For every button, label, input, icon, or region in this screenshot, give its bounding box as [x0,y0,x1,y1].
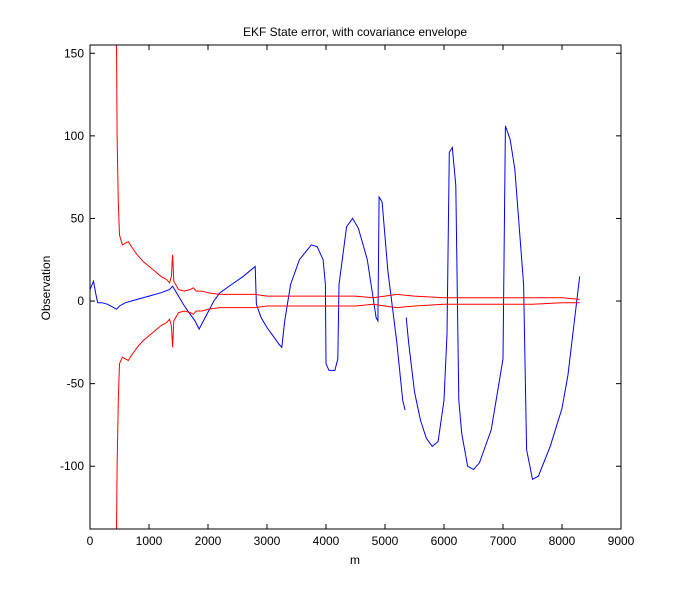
x-tick-label: 8000 [549,534,576,548]
y-axis-label: Observation [39,256,53,321]
y-tick-label: -100 [60,459,84,473]
y-tick-label: 100 [64,129,84,143]
x-tick-label: 5000 [372,534,399,548]
y-tick-label: 150 [64,46,84,60]
x-axis-label: m [350,553,360,567]
series-0-line-1 [405,125,581,481]
y-tick-label: -50 [67,377,85,391]
y-tick-label: 50 [71,211,85,225]
x-tick-label: 6000 [431,534,458,548]
x-tick-label: 4000 [313,534,340,548]
x-tick-label: 9000 [608,534,635,548]
series-0-line-0 [90,195,406,411]
chart-title: EKF State error, with covariance envelop… [243,25,467,39]
plot-area [90,45,581,529]
series-1-line-1 [116,302,580,529]
axes-box [89,44,622,530]
y-tick-label: 0 [77,294,84,308]
series-1-line-0 [116,45,580,300]
x-tick-label: 1000 [136,534,163,548]
x-tick-label: 3000 [254,534,281,548]
x-tick-label: 7000 [490,534,517,548]
x-tick-label: 2000 [195,534,222,548]
x-tick-label: 0 [87,534,94,548]
axis-ticks: 0 1000 2000 3000 4000 5000 6000 7000 8000 9000-10… [60,45,635,548]
